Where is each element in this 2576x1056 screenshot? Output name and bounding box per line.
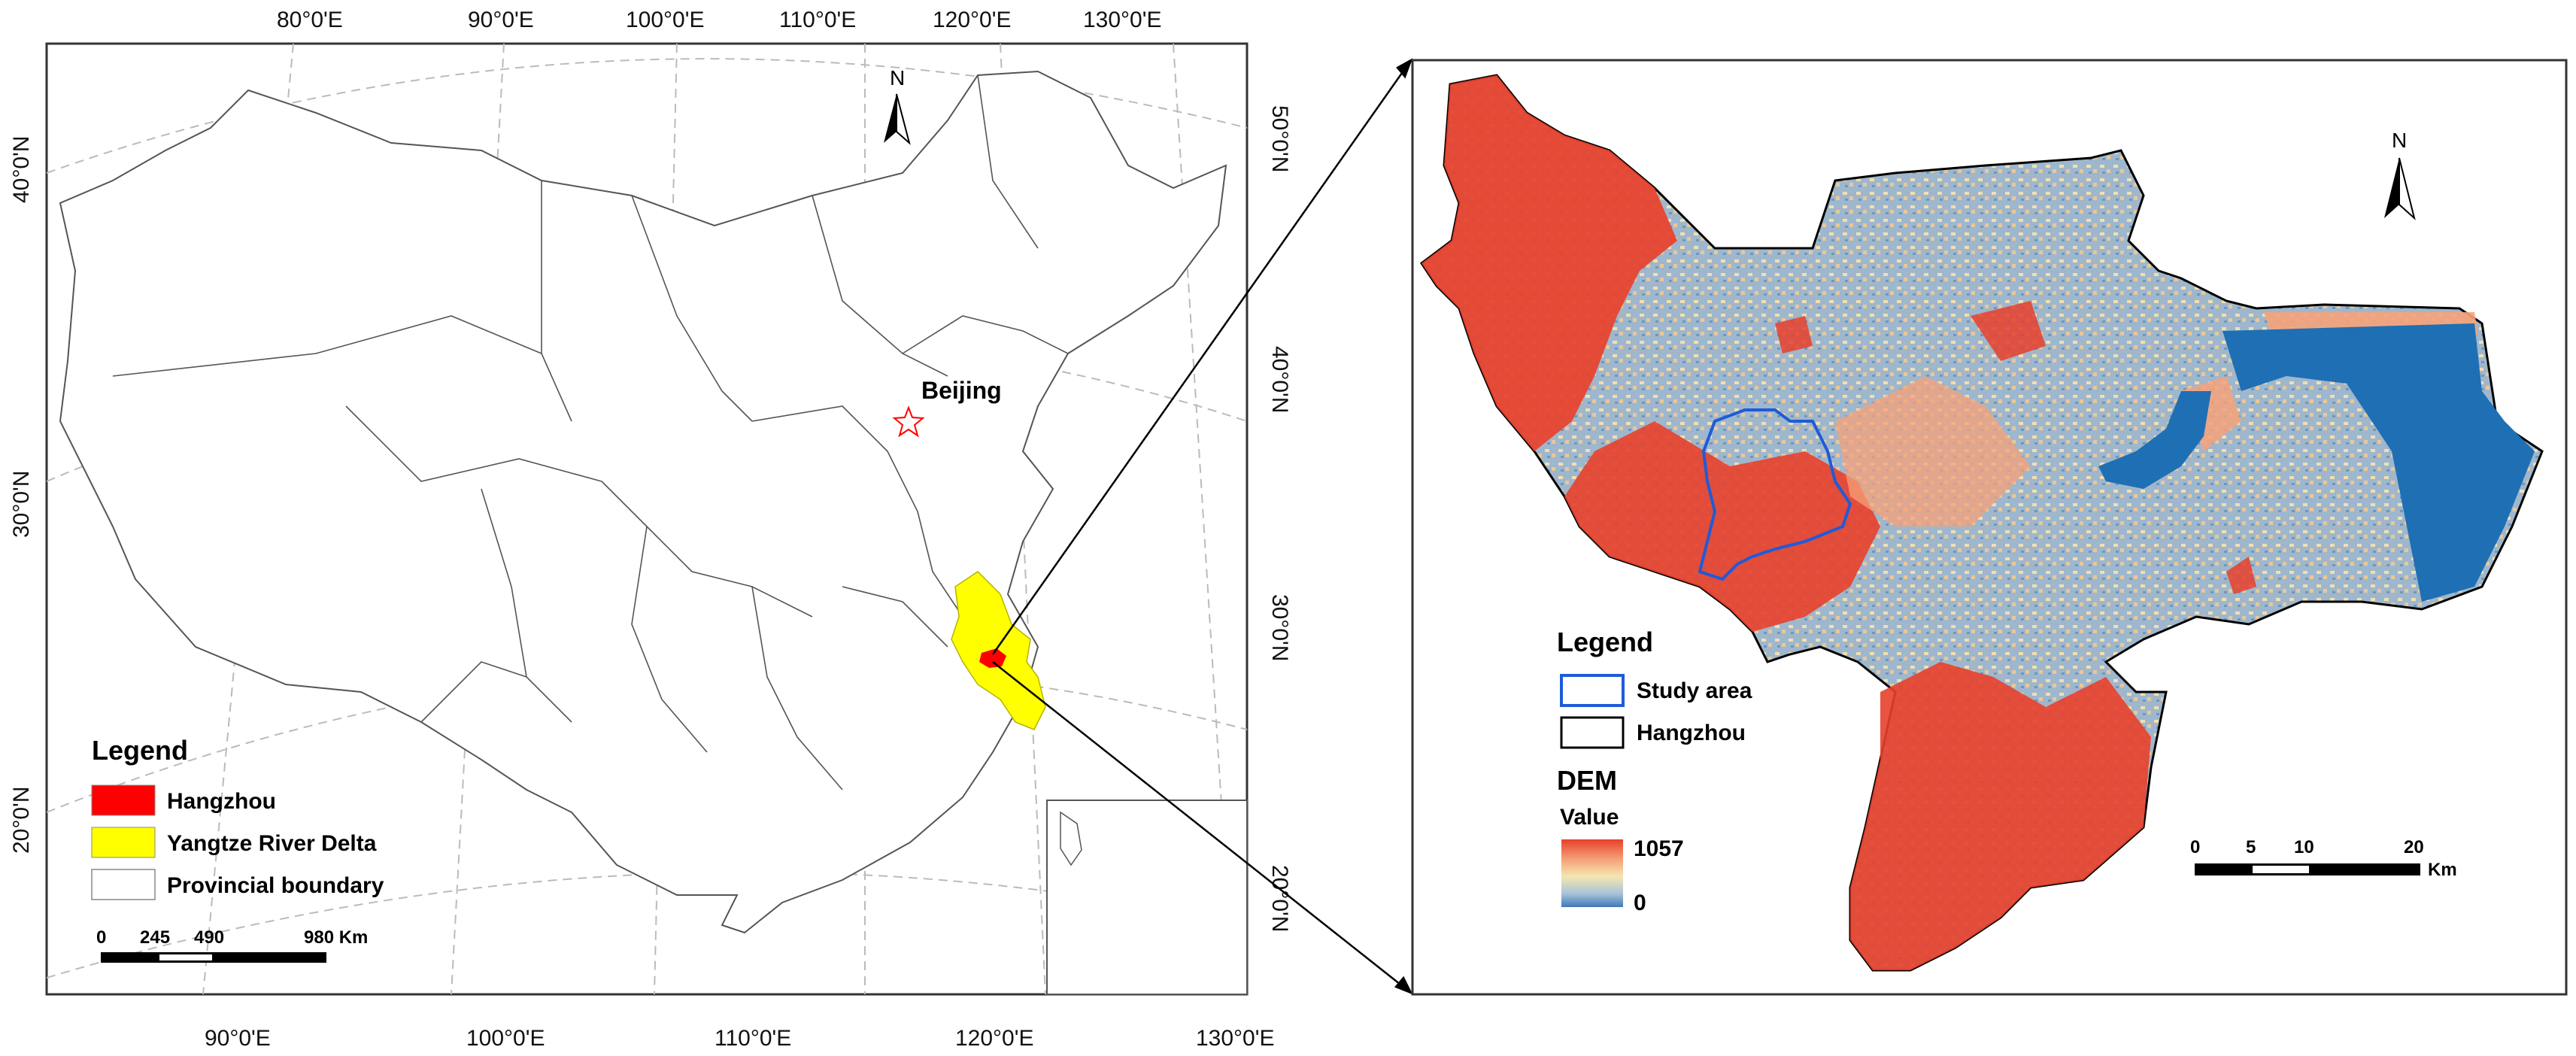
taiwan-island <box>1060 811 1082 866</box>
legend-label-yangtze: Yangtze River Delta <box>167 831 377 856</box>
north-label-right: N <box>2392 129 2407 152</box>
lat-left-30: 30°0'N <box>9 471 34 538</box>
lat-left-40: 40°0'N <box>9 136 34 203</box>
lon-top-130: 130°0'E <box>1083 8 1161 32</box>
study-area-outline <box>1698 408 1852 581</box>
south-china-sea-inset <box>1046 800 1248 995</box>
lon-top-110: 110°0'E <box>779 8 856 32</box>
lon-bottom-120: 120°0'E <box>955 1026 1033 1051</box>
lon-top-80: 80°0'E <box>277 8 343 32</box>
left-scale-bar: 0 245 490 980 Km <box>96 927 368 963</box>
dem-highlands <box>1422 75 2478 970</box>
north-arrow-right-icon: N <box>2384 129 2416 220</box>
legend-label-provincial: Provincial boundary <box>167 873 384 898</box>
lon-top-100: 100°0'E <box>626 8 704 32</box>
legend-swatch-hangzhou <box>91 784 156 816</box>
lon-bottom-100: 100°0'E <box>466 1026 545 1051</box>
dem-title: DEM <box>1557 765 1617 796</box>
right-scale-bar: 0 5 10 20 Km <box>2190 837 2457 880</box>
hangzhou-region-small <box>979 648 1006 668</box>
left-legend: Legend Hangzhou Yangtze River Delta Prov… <box>91 735 384 900</box>
legend-label-hangzhou: Hangzhou <box>167 789 276 814</box>
left-scale-tick-0: 0 <box>96 927 106 948</box>
bottom-lon-labels: 90°0'E 100°0'E 110°0'E 120°0'E 130°0'E <box>205 1026 1274 1051</box>
lat-right-40: 40°0'N <box>1267 346 1292 413</box>
china-outline <box>59 70 1227 934</box>
lon-top-120: 120°0'E <box>933 8 1011 32</box>
beijing-label: Beijing <box>921 377 1002 404</box>
lon-bottom-90: 90°0'E <box>205 1026 271 1051</box>
top-lon-labels: 80°0'E 90°0'E 100°0'E 110°0'E 120°0'E 13… <box>277 8 1161 32</box>
legend-swatch-study-area <box>1560 674 1625 707</box>
beijing-star-icon <box>892 405 925 438</box>
zoom-connectors <box>991 58 1413 995</box>
dem-value-label: Value <box>1560 805 1619 830</box>
north-label-left: N <box>890 66 905 90</box>
lat-right-20: 20°0'N <box>1267 865 1292 932</box>
right-map: N Legend Study area Hangzhou DEM Value 1… <box>1411 59 2568 996</box>
right-legend-title: Legend <box>1557 627 1653 657</box>
right-scale-unit: Km <box>2428 860 2457 880</box>
dem-max-value: 1057 <box>1634 836 1684 861</box>
lon-top-90: 90°0'E <box>468 8 534 32</box>
legend-label-study-area: Study area <box>1637 678 1752 703</box>
left-legend-title: Legend <box>92 735 188 766</box>
left-scale-tick-1: 245 <box>140 927 170 948</box>
dem-color-ramp <box>1561 839 1623 907</box>
dem-min-value: 0 <box>1634 891 1646 915</box>
left-scale-tick-3: 980 Km <box>304 927 368 948</box>
left-scale-tick-2: 490 <box>194 927 224 948</box>
dem-water <box>2098 323 2535 602</box>
right-scale-tick-3: 20 <box>2404 837 2424 857</box>
lon-bottom-130: 130°0'E <box>1196 1026 1274 1051</box>
hangzhou-dem-extent <box>1419 74 2544 972</box>
lon-bottom-110: 110°0'E <box>715 1026 791 1051</box>
left-map: Beijing N 80°0'E 90°0'E 100°0'E 110°0'E … <box>9 8 1292 1051</box>
right-scale-tick-1: 5 <box>2246 837 2256 857</box>
legend-label-hangzhou-outline: Hangzhou <box>1637 721 1746 745</box>
legend-swatch-hangzhou-outline <box>1560 716 1625 749</box>
north-arrow-left-icon: N <box>884 66 911 145</box>
right-scale-tick-0: 0 <box>2190 837 2200 857</box>
right-legend: Legend Study area Hangzhou DEM Value 105… <box>1557 627 1752 915</box>
left-lat-labels: 40°0'N 30°0'N 20°0'N <box>9 136 34 854</box>
lat-right-50: 50°0'N <box>1267 105 1292 172</box>
right-lat-labels: 50°0'N 40°0'N 30°0'N 20°0'N <box>1267 105 1292 932</box>
lat-left-20: 20°0'N <box>9 787 34 854</box>
legend-swatch-provincial <box>91 869 156 900</box>
right-scale-tick-2: 10 <box>2294 837 2314 857</box>
legend-swatch-yangtze <box>91 827 156 858</box>
lat-right-30: 30°0'N <box>1267 594 1292 661</box>
